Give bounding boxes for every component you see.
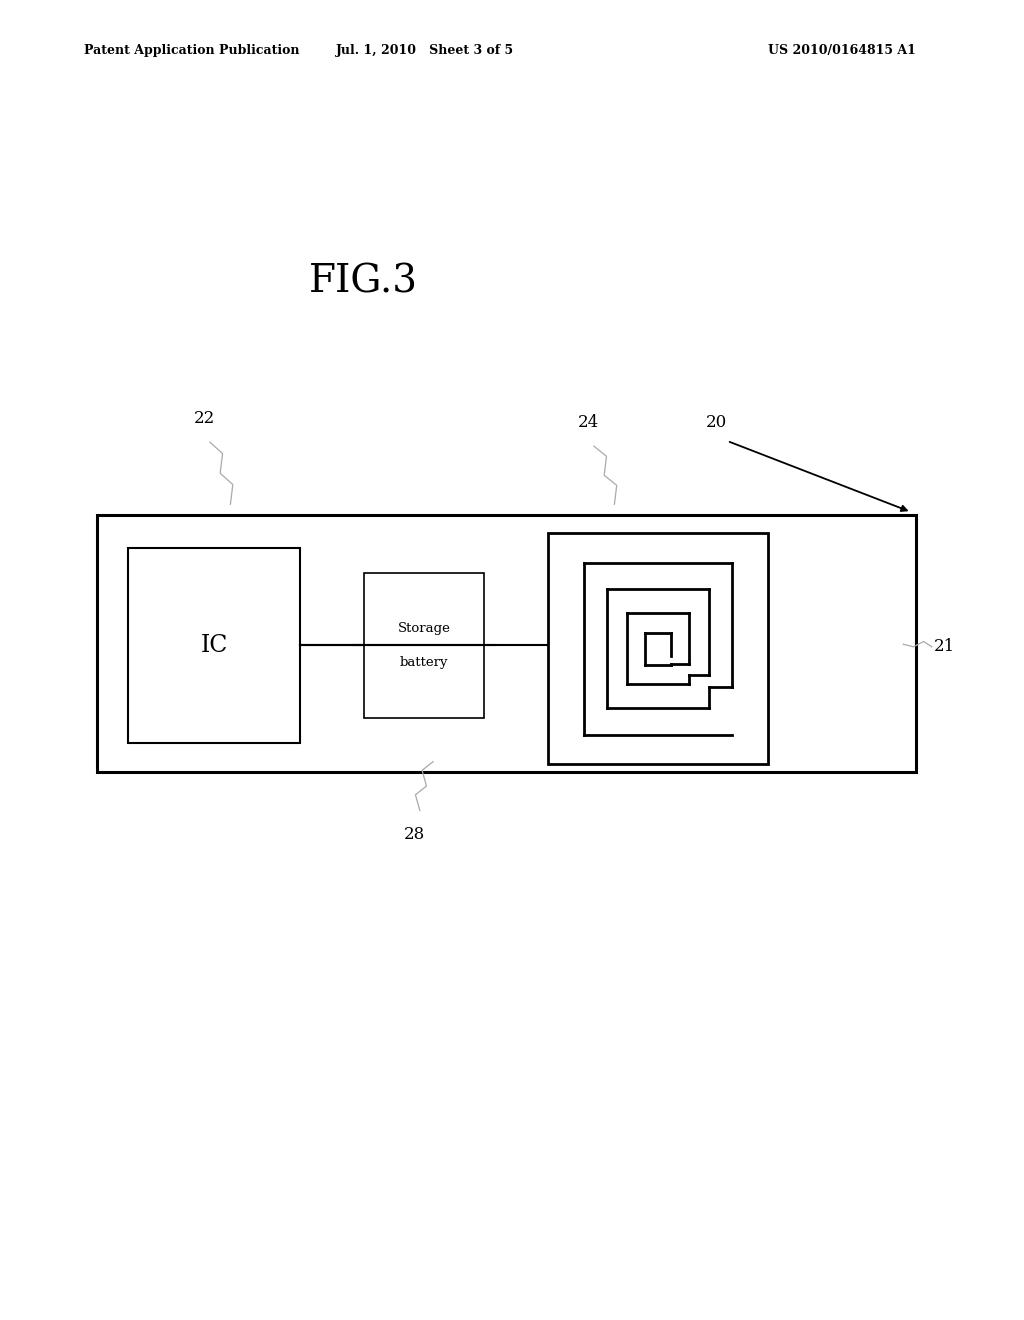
Text: Jul. 1, 2010   Sheet 3 of 5: Jul. 1, 2010 Sheet 3 of 5	[336, 45, 514, 57]
Bar	[128, 548, 300, 743]
Text: 28: 28	[404, 826, 425, 842]
Text: IC: IC	[201, 634, 227, 657]
Text: battery: battery	[399, 656, 449, 669]
Text: 21: 21	[934, 639, 955, 655]
Bar	[548, 533, 768, 764]
Text: Patent Application Publication: Patent Application Publication	[84, 45, 299, 57]
Text: FIG.3: FIG.3	[309, 264, 418, 301]
Bar	[97, 515, 916, 772]
Text: 20: 20	[707, 414, 727, 430]
Text: Storage: Storage	[397, 622, 451, 635]
Bar	[364, 573, 484, 718]
Text: 22: 22	[195, 411, 215, 426]
Text: 24: 24	[579, 414, 599, 430]
Text: US 2010/0164815 A1: US 2010/0164815 A1	[768, 45, 915, 57]
